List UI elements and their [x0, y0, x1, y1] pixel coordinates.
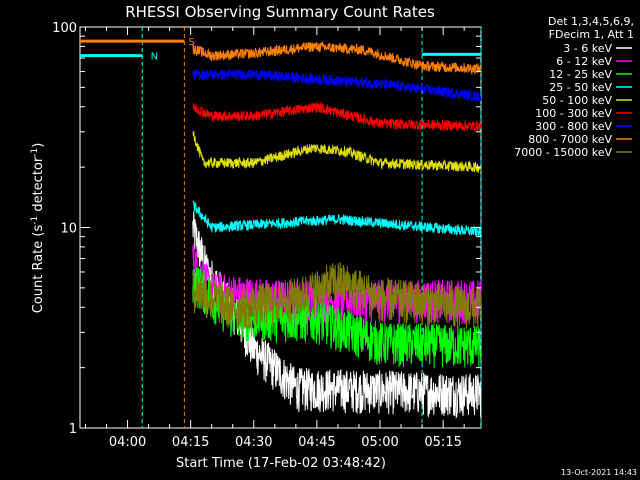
- chart-title: RHESSI Observing Summary Count Rates: [125, 3, 435, 21]
- x-tick-label: 04:15: [172, 435, 209, 450]
- series-line: [192, 262, 482, 330]
- footer-date: 13-Oct-2021 14:43: [561, 468, 637, 477]
- marker-label: N: [151, 52, 158, 63]
- y-axis-label: Count Rate (s-1 detector-1): [30, 143, 46, 314]
- y-tick-label: 100: [52, 21, 77, 36]
- y-axis-label-sup1: -1: [30, 216, 40, 225]
- x-tick-label: 04:45: [298, 435, 335, 450]
- series-line: [192, 211, 482, 419]
- series-line: [192, 131, 482, 174]
- legend-entry-label: 6 - 12 keV: [556, 55, 612, 68]
- y-axis-label-sup2: -1: [30, 148, 40, 157]
- legend-entry-label: 25 - 50 keV: [549, 81, 612, 94]
- y-axis-label-end: ): [31, 143, 46, 148]
- series-layer: [192, 40, 482, 419]
- y-tick-label: 1: [69, 422, 77, 437]
- marker-layer: NS: [80, 27, 482, 428]
- series-line: [192, 200, 482, 237]
- x-axis-label: Start Time (17-Feb-02 03:48:42): [176, 456, 386, 471]
- legend-entry-label: 800 - 7000 keV: [528, 133, 612, 146]
- legend: Det 1,3,4,5,6,9, FDecim 1, Att 1 3 - 6 k…: [514, 15, 634, 159]
- series-line: [192, 40, 482, 76]
- x-tick-label: 04:30: [235, 435, 272, 450]
- x-tick-label: 05:00: [361, 435, 398, 450]
- legend-entry-label: 7000 - 15000 keV: [514, 146, 612, 159]
- legend-entry-label: 50 - 100 keV: [542, 94, 612, 107]
- series-line: [192, 67, 482, 102]
- legend-entry-label: 3 - 6 keV: [563, 42, 612, 55]
- legend-entry-label: 100 - 300 keV: [535, 107, 612, 120]
- x-tick-label: 04:00: [109, 435, 146, 450]
- axis-layer: 1 10 100 04:00 04:15 04:30 04:45 05:00 05:15: [52, 21, 481, 450]
- series-line: [192, 101, 482, 132]
- marker-label: S: [188, 37, 194, 48]
- y-tick-label: 10: [60, 222, 77, 237]
- y-axis-label-mid: detector: [31, 156, 46, 216]
- legend-entry-label: 12 - 25 keV: [549, 68, 612, 81]
- x-tick-label: 05:15: [424, 435, 461, 450]
- legend-header-line-2: FDecim 1, Att 1: [549, 28, 634, 41]
- legend-entry-label: 300 - 800 keV: [535, 120, 612, 133]
- y-axis-label-main: Count Rate (s: [31, 225, 46, 314]
- legend-header-line-1: Det 1,3,4,5,6,9,: [548, 15, 634, 28]
